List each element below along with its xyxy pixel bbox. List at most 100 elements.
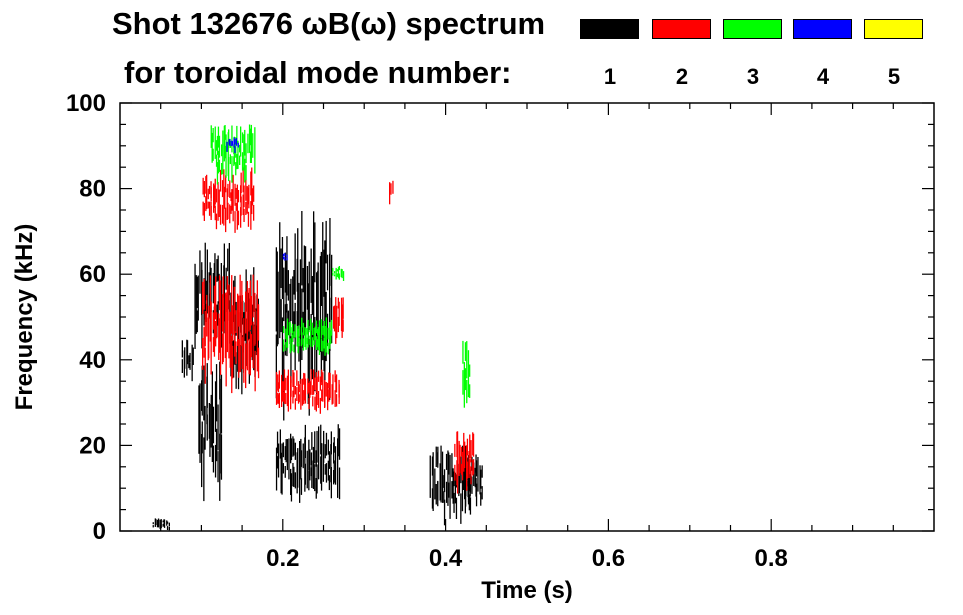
spectrum-mark-n=3 [332, 272, 334, 276]
spectrum-mark-n=3 [225, 134, 227, 178]
y-tick-label: 20 [79, 432, 106, 459]
spectrum-mark-n=1 [337, 438, 339, 498]
spectrum-mark-n=1 [429, 455, 431, 498]
spectrum-mark-n=2 [461, 447, 463, 457]
spectrum-mark-n=1 [219, 378, 221, 474]
spectrum-mark-n=2 [210, 206, 212, 220]
spectrum-mark-n=1 [449, 454, 451, 519]
y-tick-label: 60 [79, 261, 106, 288]
spectrum-mark-n=1 [292, 463, 294, 487]
spectrum-mark-n=3 [298, 337, 300, 347]
spectrum-mark-n=1 [311, 276, 313, 315]
spectrum-mark-n=2 [277, 392, 279, 404]
spectrum-mark-n=2 [215, 276, 217, 320]
legend-swatch-mode-2 [652, 19, 711, 39]
spectrum-mark-n=2 [213, 183, 215, 213]
spectrum-mark-n=3 [297, 343, 299, 354]
spectrum-mark-n=2 [232, 174, 234, 222]
spectrum-mark-n=1 [448, 482, 450, 498]
spectrum-mark-n=1 [443, 469, 446, 493]
spectrum-mark-n=1 [233, 340, 235, 378]
spectrum-mark-n=2 [203, 202, 205, 221]
spectrum-mark-n=2 [461, 451, 464, 481]
spectrum-mark-n=3 [309, 335, 311, 345]
spectrum-mark-n=4 [237, 142, 239, 148]
spectrum-mark-n=1 [287, 270, 289, 301]
spectrum-mark-n=1 [337, 424, 339, 457]
spectrum-mark-n=3 [302, 338, 305, 351]
spectrum-mark-n=1 [275, 447, 278, 491]
spectrum-mark-n=3 [282, 339, 285, 352]
spectrum-mark-n=2 [257, 304, 260, 341]
spectrum-mark-n=1 [443, 499, 446, 526]
spectrum-mark-n=2 [294, 398, 296, 410]
spectrum-mark-n=3 [210, 125, 212, 148]
spectrum-mark-n=1 [168, 522, 170, 527]
spectrum-mark-n=1 [320, 333, 322, 383]
spectrum-mark-n=3 [310, 318, 312, 347]
spectrum-mark-n=2 [218, 189, 220, 217]
spectrum-mark-n=3 [228, 157, 230, 182]
spectrum-mark-n=2 [461, 463, 463, 475]
spectrum-mark-n=2 [458, 440, 460, 476]
spectrum-mark-n=2 [319, 397, 321, 414]
spectrum-mark-n=2 [234, 286, 236, 315]
spectrum-mark-n=3 [307, 319, 309, 348]
spectrum-mark-n=2 [234, 211, 236, 233]
spectrum-mark-n=2 [246, 343, 249, 371]
spectrum-mark-n=3 [229, 154, 231, 165]
spectrum-mark-n=2 [203, 279, 205, 310]
spectrum-mark-n=2 [390, 183, 392, 195]
spectrum-mark-n=3 [464, 342, 467, 361]
spectrum-mark-n=1 [220, 277, 223, 317]
spectrum-mark-n=2 [240, 172, 242, 193]
spectrum-mark-n=1 [451, 481, 453, 499]
spectrum-mark-n=3 [322, 340, 324, 352]
spectrum-mark-n=1 [205, 280, 207, 301]
spectrum-mark-n=1 [324, 240, 326, 400]
spectrum-mark-n=1 [285, 260, 287, 313]
spectrum-mark-n=2 [278, 370, 280, 389]
spectrum-mark-n=3 [467, 350, 470, 398]
spectrum-mark-n=1 [280, 452, 282, 494]
spectrum-mark-n=1 [443, 491, 445, 503]
spectrum-mark-n=2 [230, 192, 232, 202]
spectrum-mark-n=2 [207, 188, 209, 200]
spectrum-mark-n=1 [443, 475, 445, 488]
spectrum-mark-n=1 [298, 282, 300, 362]
spectrum-mark-n=1 [333, 442, 335, 464]
spectrum-mark-n=1 [338, 467, 341, 500]
spectrum-mark-n=1 [329, 253, 331, 323]
spectrum-mark-n=2 [313, 369, 315, 395]
spectrum-mark-n=3 [249, 128, 252, 146]
spectrum-mark-n=2 [341, 304, 343, 338]
spectrum-mark-n=2 [245, 201, 247, 215]
spectrum-mark-n=3 [305, 328, 307, 350]
spectrum-mark-n=1 [157, 518, 160, 528]
spectrum-mark-n=1 [431, 456, 434, 476]
spectrum-mark-n=1 [212, 273, 214, 304]
spectrum-mark-n=4 [284, 256, 286, 261]
spectrum-mark-n=2 [312, 385, 314, 396]
spectrum-mark-n=2 [250, 296, 252, 326]
spectrum-mark-n=3 [236, 125, 238, 144]
spectrum-mark-n=2 [470, 466, 472, 485]
spectrum-mark-n=2 [234, 183, 236, 206]
spectrum-mark-n=2 [469, 459, 471, 475]
spectrum-mark-n=2 [392, 180, 394, 194]
spectrum-mark-n=1 [324, 464, 326, 475]
spectrum-mark-n=3 [224, 145, 226, 159]
spectrum-mark-n=2 [223, 169, 225, 226]
spectrum-mark-n=3 [342, 271, 345, 281]
spectrum-mark-n=2 [237, 190, 240, 203]
spectrum-mark-n=2 [254, 350, 256, 392]
spectrum-mark-n=1 [452, 468, 454, 504]
spectrum-mark-n=1 [217, 255, 219, 281]
spectrum-mark-n=2 [216, 312, 218, 339]
y-axis-label: Frequency (kHz) [11, 224, 38, 411]
spectrum-mark-n=1 [186, 340, 189, 365]
spectrum-mark-n=1 [201, 421, 203, 454]
spectrum-mark-n=1 [230, 292, 232, 377]
spectrum-mark-n=1 [166, 521, 169, 524]
spectrum-mark-n=2 [321, 369, 323, 386]
